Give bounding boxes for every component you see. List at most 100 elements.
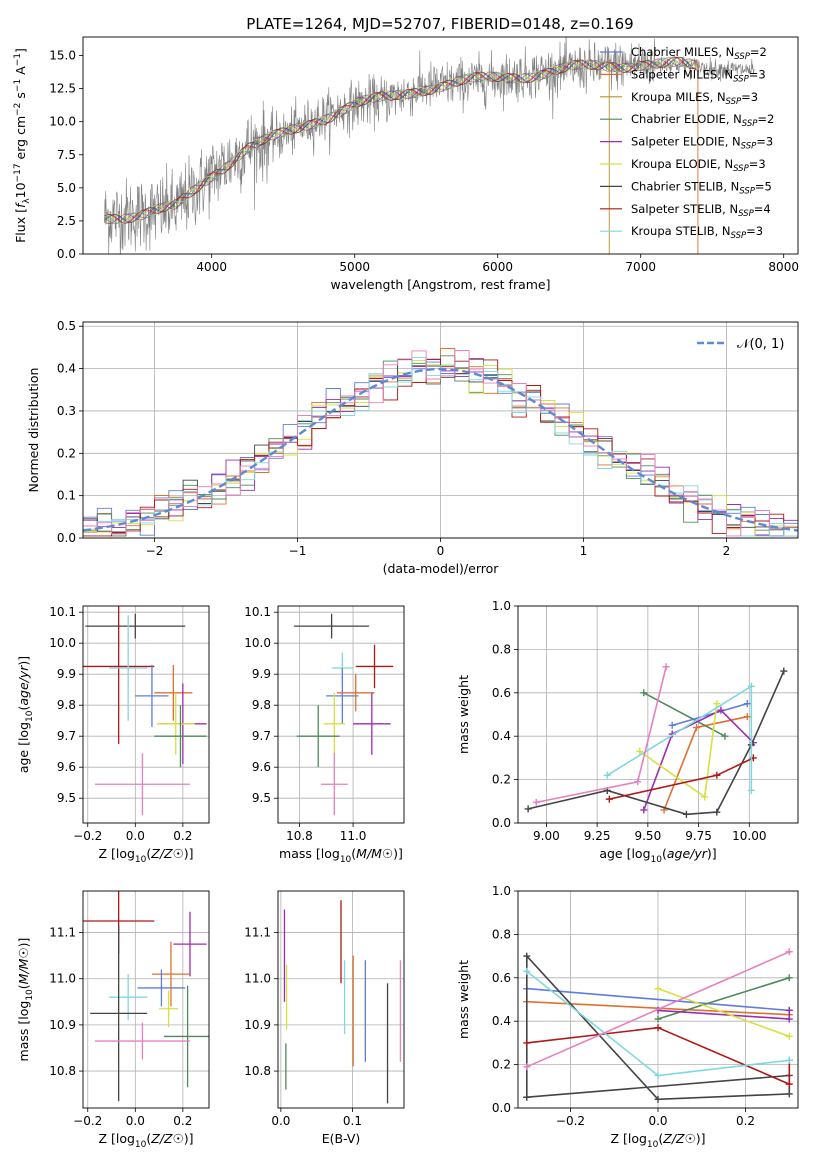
label-part: −2	[13, 103, 23, 116]
legend-part: =3	[749, 67, 766, 81]
y-tick-label: 0.4	[492, 729, 511, 743]
legend-part: Chabrier STELIB, N	[631, 179, 739, 193]
label-part: −1	[13, 53, 23, 66]
label-part: age [log	[16, 722, 31, 773]
x-tick-label: 5000	[339, 260, 370, 274]
label-part: )]	[184, 846, 194, 861]
y-tick-label: 11.1	[49, 926, 76, 940]
series-marker	[780, 667, 788, 675]
label-part: 10	[651, 855, 663, 865]
y-tick-label: 0.2	[492, 1058, 511, 1072]
axes-frame	[82, 605, 210, 824]
x-tick-label: 9.00	[533, 829, 560, 843]
series-marker	[701, 793, 709, 801]
label-part: age [log	[599, 846, 650, 861]
x-tick-label: 9.50	[634, 829, 661, 843]
y-tick-label: 0.4	[57, 362, 76, 376]
series-marker	[523, 952, 531, 960]
y-tick-label: 10.9	[49, 1018, 76, 1032]
label-part: ]	[13, 48, 28, 53]
y-tick-label: 0.2	[492, 773, 511, 787]
label-part: mass weight	[456, 675, 471, 754]
histogram-step	[83, 355, 798, 537]
series-marker	[785, 1015, 793, 1023]
y-tick-label: 9.6	[57, 760, 76, 774]
label-part: f	[13, 202, 28, 208]
x-tick-label: 9.25	[584, 829, 611, 843]
label-part: )]	[696, 1131, 706, 1146]
y-tick-label: 1.0	[492, 599, 511, 613]
series-marker	[654, 1095, 662, 1103]
x-tick-label: 0	[437, 544, 445, 558]
y-tick-label: 10.1	[49, 605, 76, 619]
x-axis-label: Z [log10(Z/Z☉)]	[98, 846, 193, 865]
series-marker	[747, 682, 755, 690]
y-tick-label: 5.0	[57, 181, 76, 195]
legend-part: =2	[757, 112, 774, 126]
y-tick-label: 1.0	[492, 884, 511, 898]
y-tick-label: 10.0	[49, 115, 76, 129]
y-tick-label: 0.6	[492, 686, 511, 700]
y-axis-label: mass weight	[456, 960, 471, 1039]
y-tick-label: 9.9	[252, 667, 271, 681]
series-marker	[743, 713, 751, 721]
series-marker	[747, 786, 755, 794]
series-marker	[785, 948, 793, 956]
x-tick-label: 0.1	[343, 1114, 362, 1128]
series-marker	[785, 1006, 793, 1014]
series-marker	[668, 721, 676, 729]
x-tick-label: −0.2	[73, 829, 102, 843]
label-part: Z [log	[98, 1131, 134, 1146]
x-axis-label: Z [log10(Z/Z☉)]	[98, 1131, 193, 1150]
label-part: M/M☉	[16, 947, 31, 984]
y-tick-label: 9.5	[252, 791, 271, 805]
series-marker	[523, 1039, 531, 1047]
label-part: )]	[707, 846, 717, 861]
series-marker	[634, 778, 642, 786]
legend-label: Chabrier STELIB, NSSP=5	[631, 179, 772, 196]
y-tick-label: 9.9	[57, 667, 76, 681]
x-tick-label: 6000	[482, 260, 513, 274]
legend-part: SSP	[731, 231, 747, 241]
legend-label: Chabrier ELODIE, NSSP=2	[631, 112, 774, 129]
series-marker	[721, 732, 729, 740]
series-marker	[654, 1015, 662, 1023]
y-tick-label: 15.0	[49, 49, 76, 63]
legend-label: Salpeter STELIB, NSSP=4	[631, 202, 771, 219]
series-marker	[693, 724, 701, 732]
y-tick-label: 10.9	[244, 1018, 271, 1032]
y-tick-label: 11.0	[244, 972, 271, 986]
series-marker	[640, 689, 648, 697]
y-tick-label: 0.6	[492, 971, 511, 985]
label-part: mass [log	[16, 1001, 31, 1062]
x-tick-label: 10.8	[286, 829, 313, 843]
y-tick-label: 9.8	[57, 698, 76, 712]
label-part: (	[146, 1131, 151, 1146]
label-part: )]	[16, 656, 31, 666]
legend-part: =3	[749, 157, 766, 171]
series-marker	[636, 747, 644, 755]
panel-mass-vs-ebv: 0.0 0.1 10.8 10.9 11.0 11.1 E(B-V)	[244, 890, 405, 1146]
legend-label: Salpeter MILES, NSSP=3	[631, 67, 766, 84]
y-tick-label: 7.5	[57, 148, 76, 162]
series-marker	[654, 1071, 662, 1079]
x-axis-label: wavelength [Angstrom, rest frame]	[330, 277, 550, 292]
y-tick-label: 12.5	[49, 82, 76, 96]
series-marker	[743, 700, 751, 708]
series-marker	[524, 805, 532, 813]
y-axis-label: age [log10(age/yr)]	[16, 656, 35, 773]
legend-part: =2	[750, 45, 767, 59]
label-part: (	[16, 984, 31, 989]
x-tick-label: 1	[580, 544, 588, 558]
label-part: s	[13, 92, 28, 103]
histogram-step	[83, 350, 798, 537]
plot-area	[83, 606, 207, 816]
legend-label: Salpeter ELODIE, NSSP=3	[631, 135, 773, 152]
axes-frame	[517, 890, 799, 1109]
label-part: wavelength [Angstrom, rest frame]	[330, 277, 550, 292]
legend-part: SSP	[733, 74, 749, 84]
series-line	[526, 954, 791, 1101]
x-tick-label: 4000	[196, 260, 227, 274]
label-part: )]	[16, 938, 31, 948]
model-line	[104, 56, 697, 223]
